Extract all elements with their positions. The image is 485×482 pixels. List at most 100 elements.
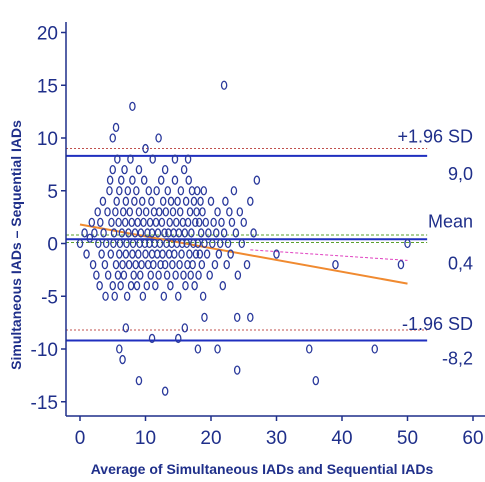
data-point [106,186,113,196]
data-point [155,133,162,143]
data-point [101,259,109,270]
data-point [222,196,229,206]
data-point [185,175,192,185]
data-point [148,196,155,206]
data-point [129,101,136,111]
data-point [133,281,141,291]
data-point [154,228,162,238]
data-point [116,249,123,259]
data-point [113,196,120,206]
y-tick-label: -15 [31,393,58,414]
data-point [206,270,213,280]
tick-labels: -15 -10 -5 0 5 10 15 20 0 10 20 30 40 50 60 [31,24,484,450]
data-point [230,186,238,196]
data-point [155,270,162,280]
data-point [111,291,118,301]
data-point [228,217,236,228]
data-point [189,259,196,270]
data-point [179,217,187,228]
mean-value: 0,4 [448,253,473,273]
data-point [140,217,147,228]
data-point [136,238,143,249]
data-point [201,312,208,323]
data-point [102,238,110,249]
data-point [214,344,221,354]
data-point [226,207,233,217]
data-point [149,154,156,164]
data-point [210,217,217,228]
x-tick-label: 10 [135,428,156,449]
data-point [195,217,203,228]
data-point [142,143,149,154]
data-point [184,217,192,228]
data-point [104,270,112,280]
data-point [91,228,98,238]
data-point [243,259,251,270]
data-point [169,207,177,217]
data-point [236,207,244,217]
data-point [145,186,153,196]
data-point [188,186,196,196]
data-point [180,270,187,280]
data-point [138,259,145,270]
y-tick-label: 0 [47,235,58,256]
data-point [104,207,111,217]
data-point [119,354,126,365]
data-point [107,249,115,259]
data-point [139,291,147,301]
data-point [181,323,189,333]
data-point [192,217,199,228]
data-point [156,238,164,249]
regression-ci-line [250,249,408,261]
data-point [216,238,224,249]
data-point [203,249,211,259]
data-point [163,270,171,280]
data-point [120,270,128,280]
data-point [122,196,130,206]
data-point [178,249,185,259]
upper-limit-label: +1.96 SD [397,127,473,147]
data-point [232,228,240,238]
data-point [148,228,156,238]
data-point [150,207,158,217]
data-point [116,186,123,196]
data-point [118,175,125,185]
data-point [88,217,96,228]
data-point [165,249,173,259]
data-point [174,196,181,206]
x-axis-title: Average of Simultaneous IADs and Sequent… [91,461,434,477]
data-point [135,207,143,217]
mean-label: Mean [428,211,473,231]
y-tick-label: 10 [37,129,58,150]
y-tick-label: 5 [47,182,58,203]
data-point [183,238,191,249]
data-point [147,270,154,280]
data-point [194,238,202,249]
data-point [194,344,202,354]
data-point [81,228,88,238]
data-point [220,228,228,238]
data-point [100,228,107,238]
data-point [152,281,159,291]
data-point [119,207,127,217]
data-point [94,207,101,217]
data-point [150,259,157,270]
reference-lines [66,148,428,342]
data-point [135,164,143,175]
data-point [238,238,246,249]
data-point [234,270,242,280]
data-point [164,186,172,196]
data-point [193,186,201,196]
data-point [218,217,225,228]
data-point [212,228,220,238]
data-point [124,186,132,196]
data-point [95,238,102,249]
data-point [159,196,167,206]
data-point [240,217,247,228]
data-point [190,196,198,206]
data-point [223,259,230,270]
data-point [129,238,137,249]
data-point [157,175,165,185]
data-point [180,164,188,175]
